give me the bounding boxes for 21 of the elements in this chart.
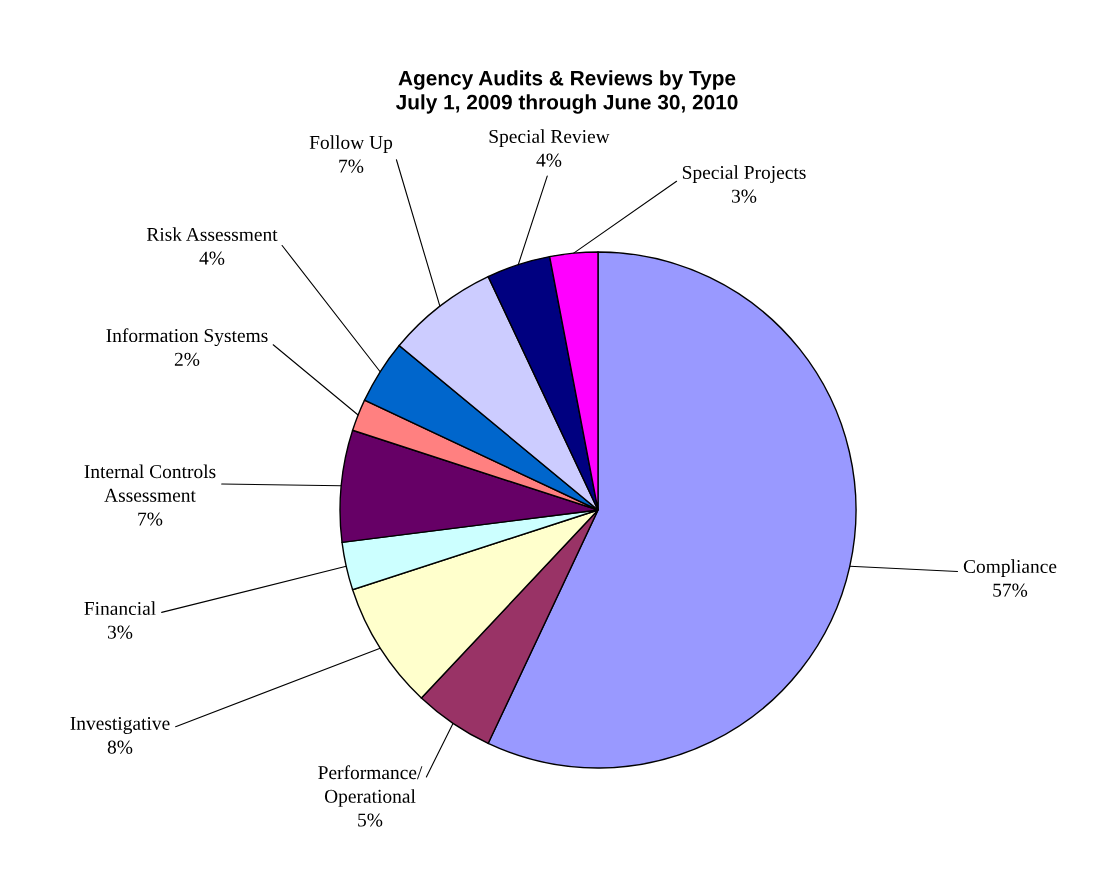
slice-label: Special Projects — [682, 165, 806, 183]
slice-label: Financial — [84, 601, 156, 616]
slice-label: Risk Assessment — [146, 227, 278, 242]
data-label: 7% — [339, 159, 364, 173]
slice-label: Performance/ Operational — [318, 765, 423, 807]
slice-label: Compliance — [963, 559, 1057, 577]
data-label: 5% — [358, 813, 383, 827]
data-label: 57% — [993, 583, 1028, 597]
data-label: 3% — [731, 189, 757, 203]
slice-label: Information Systems — [106, 328, 268, 347]
slice-label: Investigative — [70, 716, 170, 734]
data-label: 3% — [107, 625, 133, 639]
data-label: 7% — [138, 512, 163, 526]
data-label: 4% — [536, 153, 562, 167]
slice-label: Follow Up — [309, 135, 393, 153]
data-label: 4% — [199, 251, 225, 265]
chart-title: Agency Audits & Reviews by Type July 1, 2009 through June 30, 2010 — [395, 70, 738, 114]
slice-label: Internal Controls Assessment — [84, 464, 216, 502]
data-label: 8% — [107, 740, 133, 754]
slice-label: Special Review — [489, 129, 610, 147]
data-label: 2% — [174, 352, 200, 366]
